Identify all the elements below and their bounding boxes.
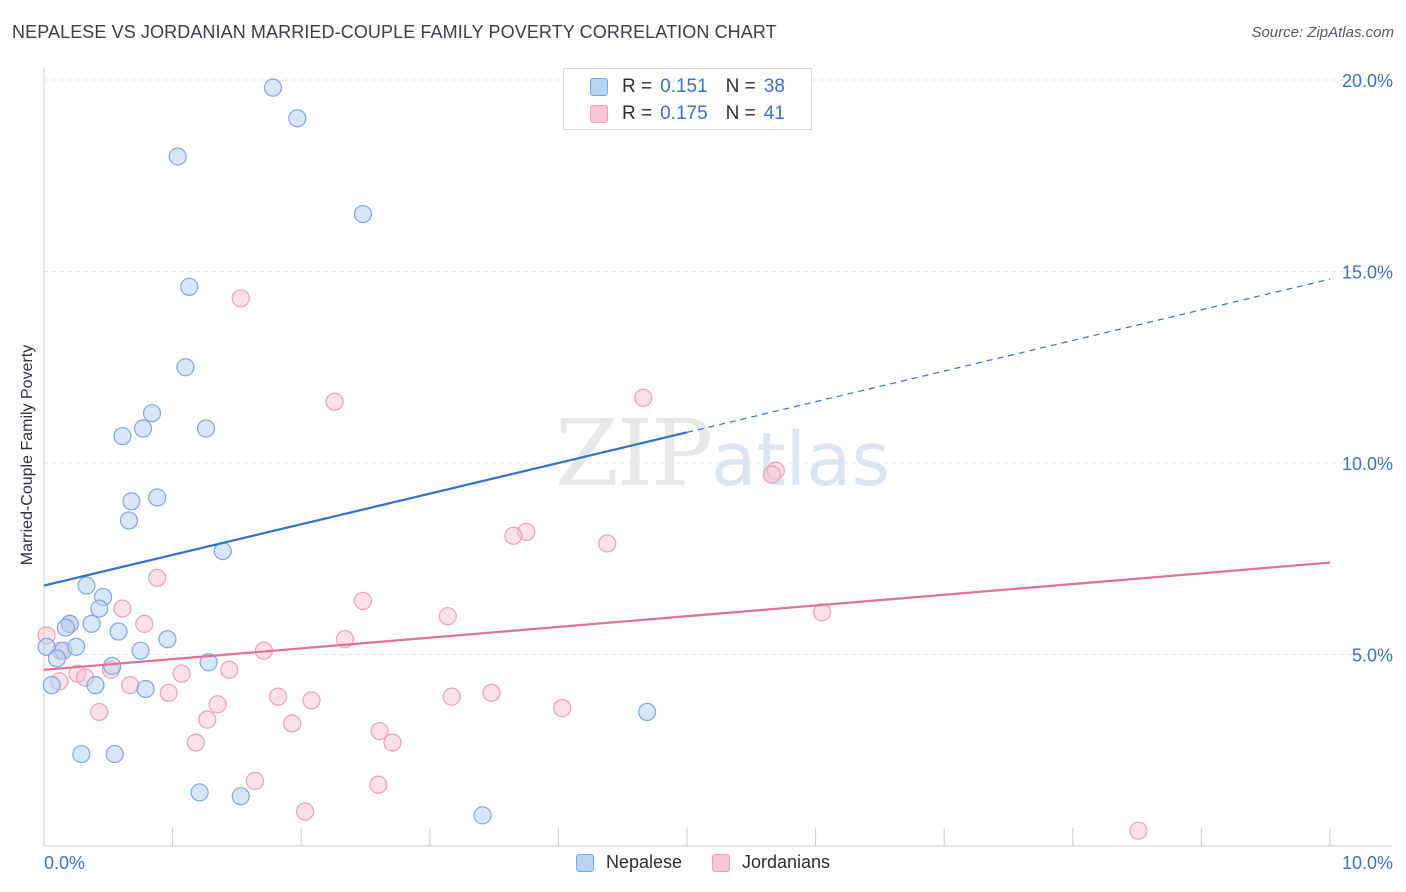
legend-label-nepalese: Nepalese — [605, 852, 682, 872]
nepalese-point — [42, 676, 61, 695]
watermark: ZIPatlas — [555, 400, 890, 507]
jordanian-point — [370, 721, 389, 741]
jordanian-point — [295, 802, 315, 821]
nepalese-point — [196, 419, 216, 438]
jordanian-point — [186, 733, 205, 752]
y-tick-label: 5.0% — [1352, 646, 1393, 666]
n-value: 38 — [763, 76, 785, 97]
nepalese-point — [122, 492, 141, 511]
jordanian-point — [159, 683, 178, 702]
nepalese-point — [113, 427, 132, 446]
jordanian-point — [121, 676, 140, 695]
jordanian-point — [172, 664, 191, 683]
jordanian-point — [383, 733, 402, 752]
nepalese-point — [119, 511, 138, 530]
legend-label-jordanians: Jordanians — [742, 852, 831, 872]
n-value: 41 — [763, 103, 785, 124]
jordanians-legend-swatch — [712, 853, 730, 872]
jordanian-point — [553, 699, 572, 718]
nepalese-point — [133, 419, 153, 438]
jordanian-point — [353, 591, 373, 610]
jordanian-point — [208, 695, 227, 714]
nepalese-legend-swatch — [575, 853, 594, 872]
nepalese-point — [180, 277, 199, 296]
jordanian-point — [283, 714, 302, 733]
r-label: R = — [622, 103, 653, 124]
nepalese-point — [86, 676, 105, 695]
watermark-zip: ZIP — [555, 400, 713, 507]
jordanian-point — [220, 660, 239, 679]
jordanian-point — [504, 526, 523, 545]
nepalese-point — [353, 204, 373, 224]
legend-item-jordanians[interactable]: Jordanians — [712, 852, 830, 873]
stats-legend-row-nepalese: R = 0.151 N = 38 — [590, 75, 785, 99]
chart-title: NEPALESE VS JORDANIAN MARRIED-COUPLE FAM… — [12, 22, 777, 42]
r-value: 0.175 — [660, 103, 708, 124]
jordanian-point — [198, 710, 217, 729]
nepalese-point — [109, 622, 128, 641]
nepalese-point — [263, 78, 283, 97]
nepalese-point — [176, 358, 195, 377]
nepalese-point — [82, 614, 101, 633]
y-tick-label: 10.0% — [1342, 454, 1393, 474]
jordanian-point — [148, 568, 167, 588]
jordanian-point — [438, 607, 457, 626]
jordanian-point — [598, 534, 617, 553]
stats-legend-row-jordanians: R = 0.175 N = 41 — [590, 102, 785, 126]
series-legend: Nepalese Jordanians — [0, 852, 1406, 873]
nepalese-point — [67, 637, 86, 656]
jordanian-point — [325, 392, 344, 411]
nepalese-point — [47, 649, 66, 668]
legend-item-nepalese[interactable]: Nepalese — [575, 852, 682, 873]
nepalese-point — [90, 599, 109, 618]
jordanian-point — [268, 687, 288, 706]
jordanian-point — [90, 702, 109, 722]
nepalese-point — [288, 109, 307, 128]
nepalese-swatch — [590, 78, 608, 96]
nepalese-point — [131, 641, 150, 660]
nepalese-point — [231, 787, 250, 806]
nepalese-point — [190, 783, 209, 802]
jordanian-point — [245, 771, 265, 790]
jordanian-point — [762, 465, 781, 484]
jordanian-point — [1129, 821, 1148, 840]
jordanian-point — [302, 691, 321, 710]
nepalese-trend-line — [43, 431, 688, 587]
x-tick-label: 0.0% — [44, 853, 85, 873]
jordanian-point — [231, 289, 250, 308]
stats-legend: R = 0.151 N = 38 R = 0.175 N = 41 — [563, 68, 812, 130]
nepalese-trend-extension — [686, 278, 1331, 433]
n-label: N = — [725, 103, 756, 124]
y-tick-label: 20.0% — [1342, 71, 1393, 91]
jordanian-point — [135, 614, 154, 633]
jordanians-swatch — [590, 105, 608, 123]
r-label: R = — [622, 76, 653, 97]
r-value: 0.151 — [660, 76, 708, 97]
nepalese-point — [72, 744, 91, 764]
jordanian-point — [442, 687, 461, 706]
jordanian-point — [634, 388, 653, 407]
jordanian-point — [482, 683, 501, 702]
jordanian-trend-line — [43, 561, 1331, 671]
nepalese-point — [158, 630, 177, 649]
nepalese-point — [142, 404, 162, 423]
x-tick-label: 10.0% — [1342, 853, 1393, 873]
nepalese-point — [136, 679, 155, 699]
jordanian-point — [113, 599, 132, 618]
nepalese-point — [199, 653, 218, 672]
nepalese-point — [638, 702, 657, 722]
watermark-atlas: atlas — [711, 417, 890, 503]
nepalese-point — [148, 488, 167, 507]
jordanian-point — [369, 775, 388, 794]
nepalese-point — [168, 147, 187, 166]
nepalese-point — [105, 744, 124, 764]
source-label: Source: ZipAtlas.com — [1251, 24, 1394, 41]
nepalese-point — [77, 576, 96, 595]
y-tick-label: 15.0% — [1342, 263, 1393, 283]
n-label: N = — [725, 76, 756, 97]
nepalese-point — [103, 656, 122, 676]
nepalese-point — [473, 806, 492, 825]
nepalese-point — [56, 618, 75, 637]
